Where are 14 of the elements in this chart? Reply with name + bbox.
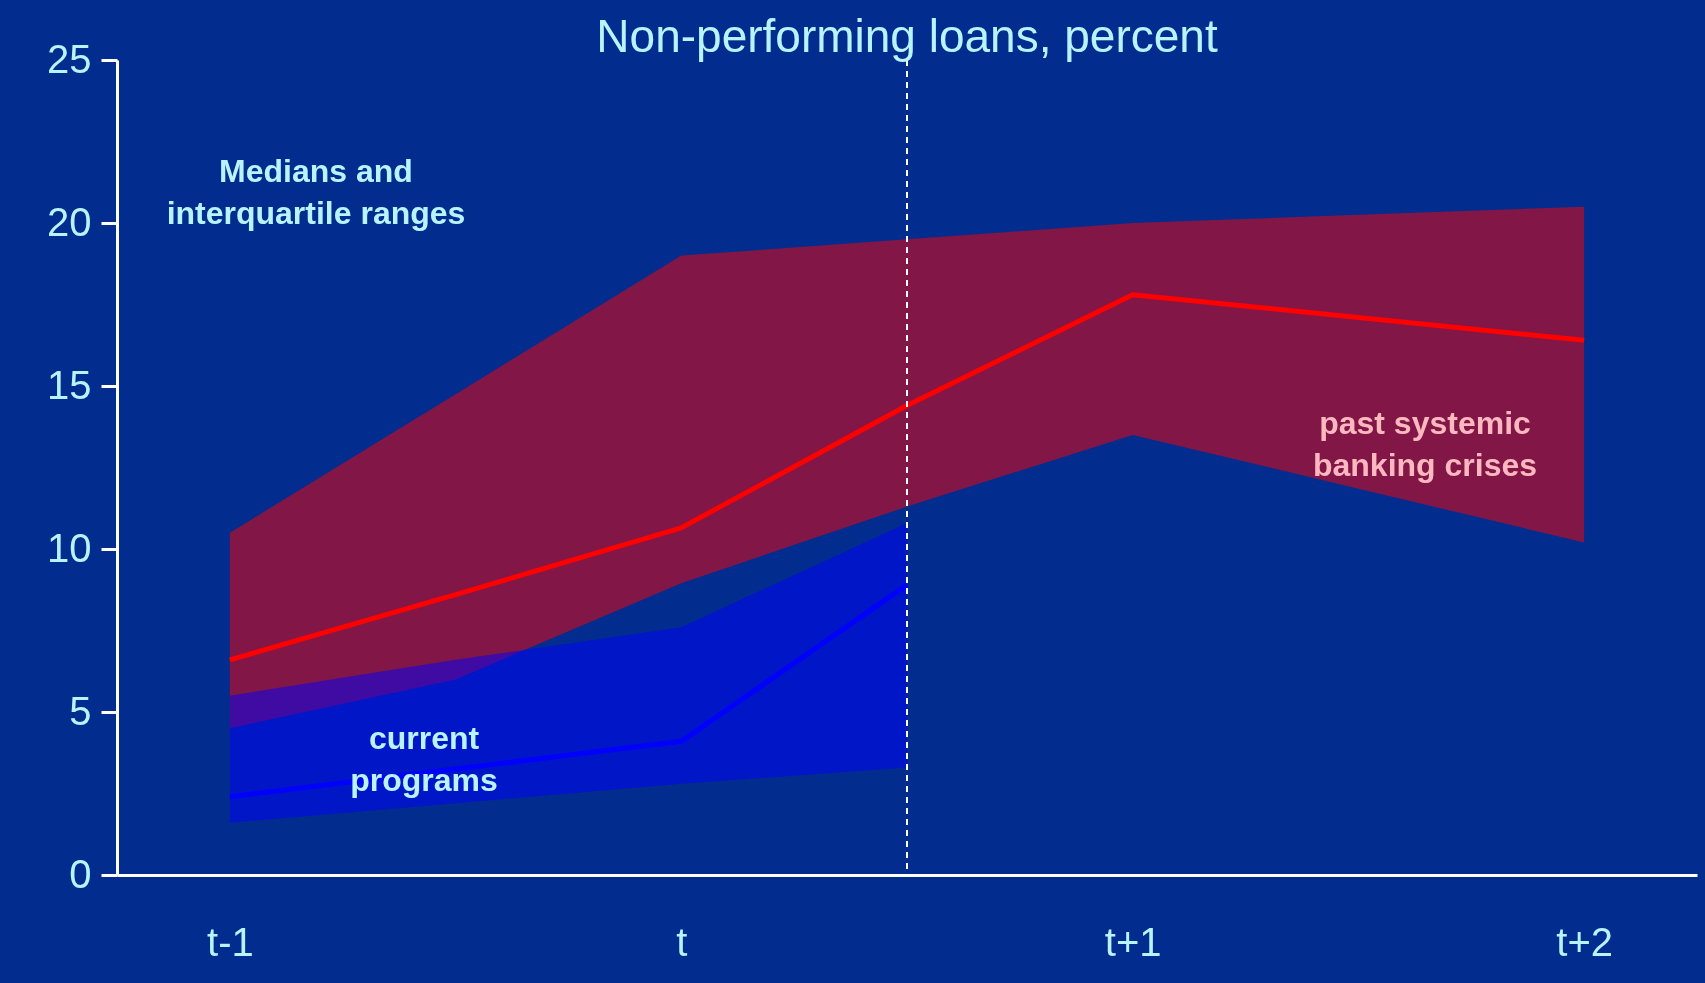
- annotation: past systemic banking crises: [1312, 405, 1538, 483]
- x-tick-label: t+1: [1104, 919, 1162, 964]
- y-tick-label: 0: [69, 851, 92, 896]
- annotation: Medians and interquartile ranges: [166, 153, 466, 231]
- x-tick-label: t: [676, 919, 688, 964]
- y-tick-label: 10: [47, 525, 92, 570]
- y-tick-label: 20: [47, 199, 92, 244]
- x-tick-label: t+2: [1556, 919, 1613, 964]
- y-tick-label: 15: [47, 362, 92, 407]
- annotation: current programs: [350, 720, 498, 798]
- y-tick-label: 5: [69, 688, 92, 733]
- x-tick-label: t-1: [207, 919, 254, 964]
- y-tick-label: 25: [47, 36, 92, 81]
- chart-title: Non-performing loans, percent: [596, 10, 1218, 62]
